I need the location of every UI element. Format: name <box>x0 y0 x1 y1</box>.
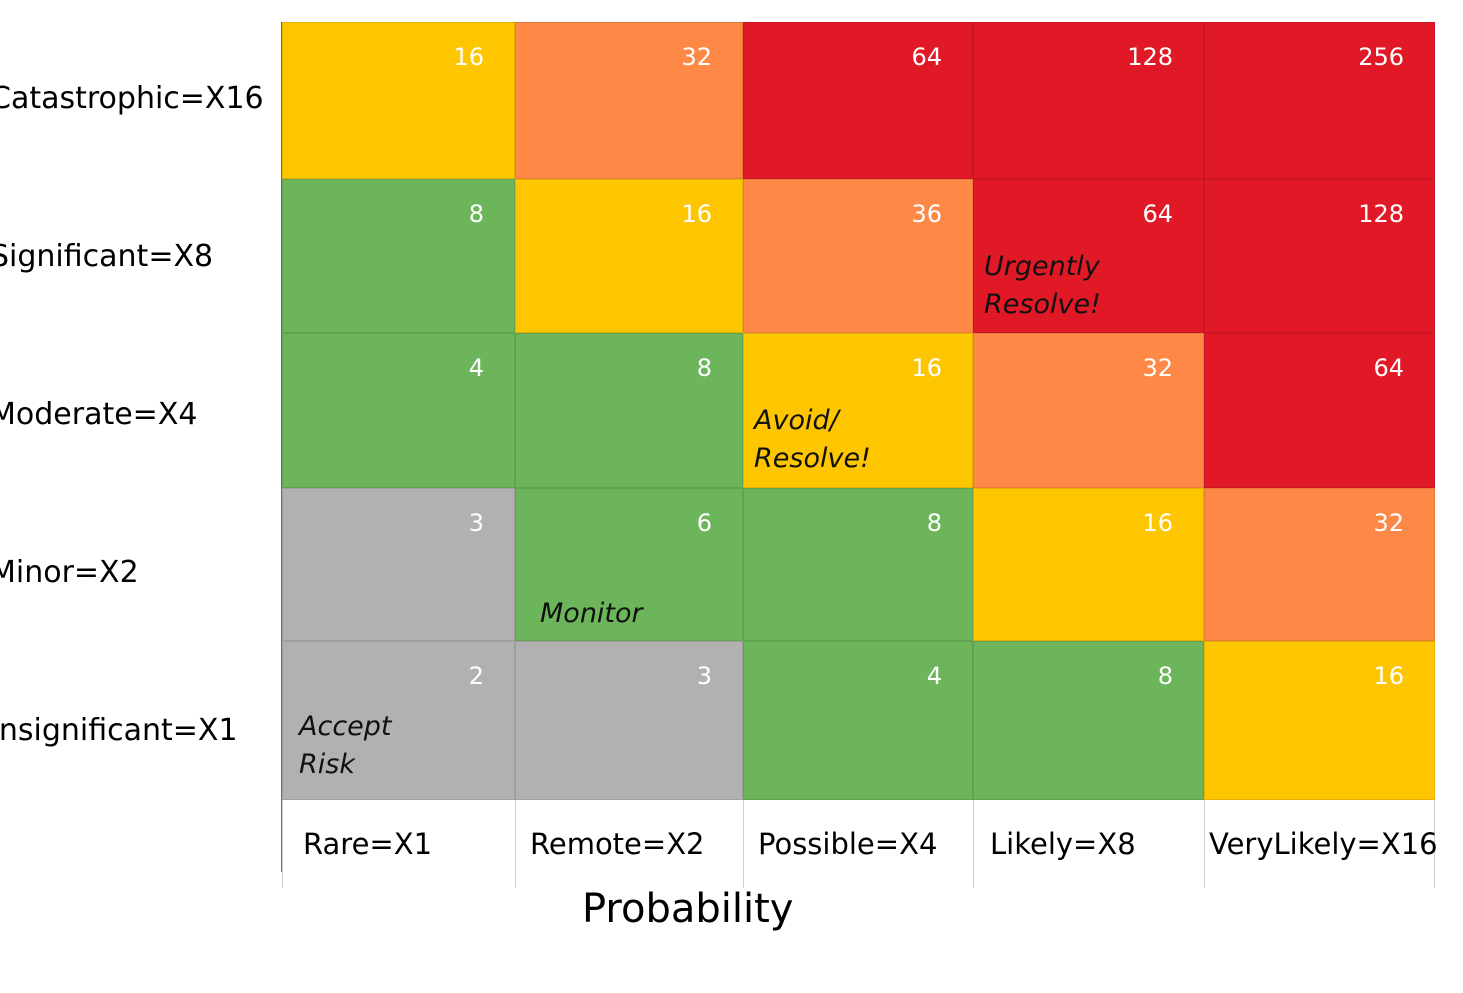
risk-cell: 32 <box>515 22 743 179</box>
risk-cell: 16 <box>515 179 743 333</box>
risk-cell: 16 Avoid/ Resolve! <box>743 333 973 488</box>
risk-cell: 3 <box>282 488 515 641</box>
risk-cell: 32 <box>1204 488 1435 641</box>
severity-label-catastrophic: Catastrophic=X16 <box>0 81 264 116</box>
risk-cell: 64 <box>1204 333 1435 488</box>
risk-cell: 4 <box>743 641 973 800</box>
risk-cell: 16 <box>1204 641 1435 800</box>
risk-score: 3 <box>468 509 484 537</box>
matrix-left-border <box>281 22 282 872</box>
risk-score: 16 <box>453 43 484 71</box>
risk-score: 32 <box>1142 354 1173 382</box>
probability-label-possible: Possible=X4 <box>743 800 973 888</box>
risk-cell: 8 <box>973 641 1204 800</box>
action-label-monitor: Monitor <box>540 598 643 629</box>
risk-score: 16 <box>911 354 942 382</box>
severity-label-minor: Minor=X2 <box>0 555 139 590</box>
probability-label-rare: Rare=X1 <box>282 800 515 888</box>
probability-axis: Rare=X1 Remote=X2 Possible=X4 Likely=X8 … <box>282 800 1438 888</box>
action-label-urgently-resolve: Urgently Resolve! <box>984 251 1101 320</box>
risk-score: 8 <box>696 354 712 382</box>
risk-cell: 8 <box>282 179 515 333</box>
severity-label-moderate: Moderate=X4 <box>0 397 198 432</box>
severity-label-significant: Significant=X8 <box>0 239 214 274</box>
action-label-accept-risk: Accept Risk <box>299 711 392 780</box>
risk-cell: 2 Accept Risk <box>282 641 515 800</box>
probability-label-remote: Remote=X2 <box>515 800 743 888</box>
risk-cell: 8 <box>515 333 743 488</box>
risk-score: 16 <box>681 200 712 228</box>
risk-score: 3 <box>696 662 712 690</box>
risk-score: 64 <box>1373 354 1404 382</box>
x-axis-title: Probability <box>582 886 794 932</box>
risk-matrix: 16 32 64 128 256 8 16 36 64 Urgently Reso… <box>282 22 1435 800</box>
risk-score: 36 <box>911 200 942 228</box>
risk-score: 64 <box>1142 200 1173 228</box>
risk-score: 256 <box>1358 43 1404 71</box>
severity-axis: Catastrophic=X16 Significant=X8 Moderate… <box>0 0 280 800</box>
risk-score: 128 <box>1127 43 1173 71</box>
risk-cell: 16 <box>973 488 1204 641</box>
risk-cell: 32 <box>973 333 1204 488</box>
action-label-avoid-resolve: Avoid/ Resolve! <box>754 405 871 474</box>
severity-label-insignificant: Insignificant=X1 <box>0 713 238 748</box>
risk-cell: 128 <box>1204 179 1435 333</box>
probability-label-likely: Likely=X8 <box>973 800 1204 888</box>
risk-cell: 64 Urgently Resolve! <box>973 179 1204 333</box>
risk-cell: 64 <box>743 22 973 179</box>
risk-cell: 16 <box>282 22 515 179</box>
risk-cell: 6 Monitor <box>515 488 743 641</box>
risk-score: 8 <box>926 509 942 537</box>
risk-cell: 36 <box>743 179 973 333</box>
risk-score: 16 <box>1373 662 1404 690</box>
risk-score: 32 <box>681 43 712 71</box>
risk-score: 4 <box>926 662 942 690</box>
risk-score: 8 <box>468 200 484 228</box>
risk-score: 4 <box>468 354 484 382</box>
risk-cell: 128 <box>973 22 1204 179</box>
risk-score: 64 <box>911 43 942 71</box>
risk-cell: 4 <box>282 333 515 488</box>
probability-label-very-likely: VeryLikely=X16 <box>1204 800 1438 888</box>
risk-score: 128 <box>1358 200 1404 228</box>
risk-cell: 3 <box>515 641 743 800</box>
risk-score: 8 <box>1157 662 1173 690</box>
risk-score: 2 <box>468 662 484 690</box>
risk-score: 6 <box>696 509 712 537</box>
risk-cell: 256 <box>1204 22 1435 179</box>
risk-cell: 8 <box>743 488 973 641</box>
risk-score: 32 <box>1373 509 1404 537</box>
risk-score: 16 <box>1142 509 1173 537</box>
